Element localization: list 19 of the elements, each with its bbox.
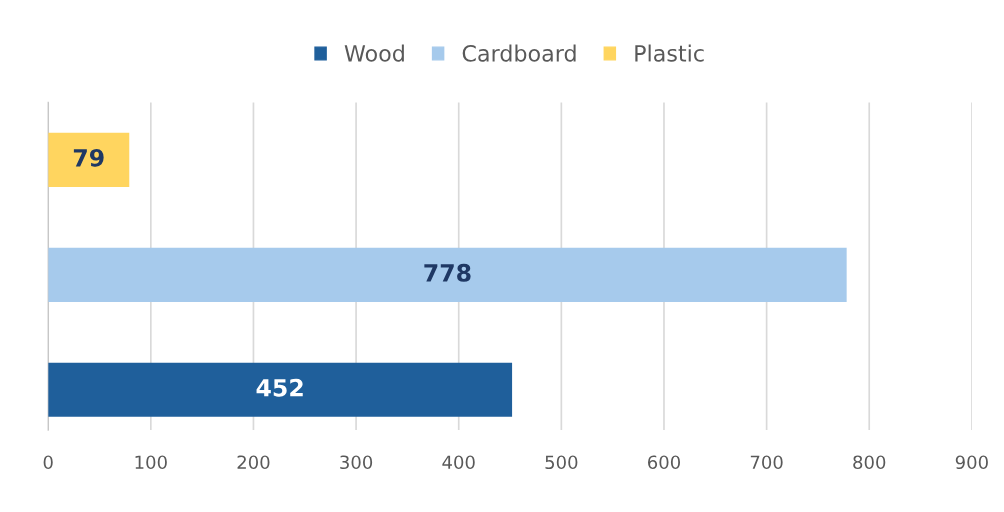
legend-label: Wood (344, 44, 404, 62)
x-tick-label: 300 (340, 455, 373, 470)
legend-label: Cardboard (462, 44, 576, 62)
bar (48, 247, 847, 302)
legend-label: Plastic (635, 44, 704, 62)
x-tick-label: 900 (955, 455, 988, 470)
x-tick-label: 500 (545, 455, 578, 470)
x-tick-label: 200 (237, 455, 270, 470)
data-label: 79 (73, 148, 104, 167)
x-tick-label: 400 (442, 455, 475, 470)
bar (48, 362, 513, 417)
x-tick-label: 800 (853, 455, 886, 470)
x-tick-label: 0 (43, 455, 53, 470)
data-label: 778 (424, 263, 471, 282)
x-tick-label: 100 (135, 455, 167, 470)
x-tick-label: 600 (648, 455, 681, 470)
data-label: 452 (256, 378, 303, 397)
bar (48, 132, 130, 187)
x-tick-label: 700 (750, 455, 783, 470)
